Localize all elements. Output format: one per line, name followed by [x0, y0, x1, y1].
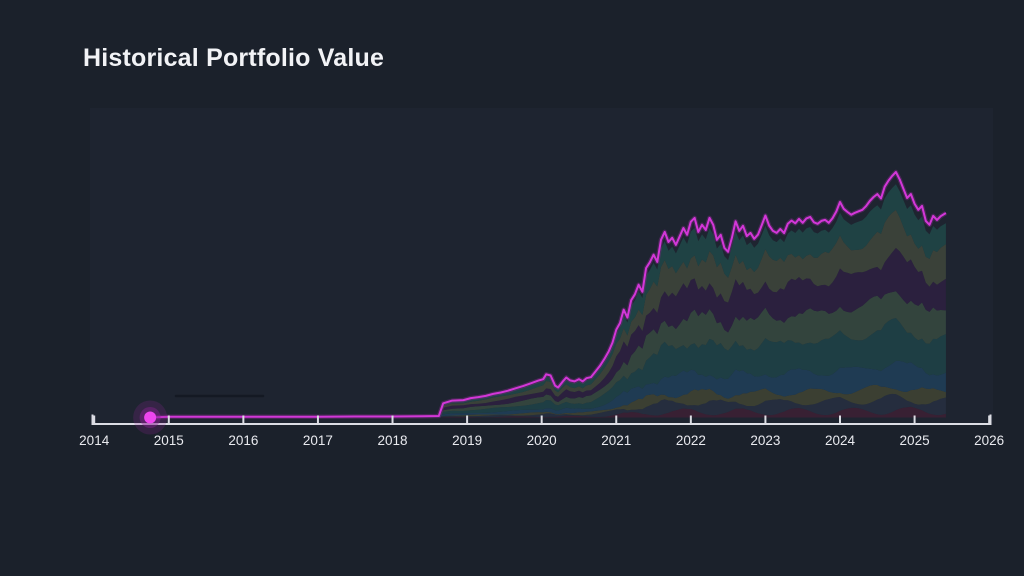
page-title: Historical Portfolio Value [83, 44, 385, 72]
stacked-area-layer-5 [150, 318, 946, 418]
stacked-area-layer-2 [150, 393, 946, 418]
stacked-area-layer-4 [150, 360, 946, 418]
total-portfolio-value-line [150, 171, 947, 419]
x-axis-label-2014: 2014 [79, 433, 110, 448]
x-axis-label-2018: 2018 [377, 433, 407, 448]
x-axis-label-2020: 2020 [527, 433, 557, 448]
x-axis-label-2024: 2024 [825, 433, 856, 448]
x-axis-label-2019: 2019 [452, 433, 482, 448]
x-axis-label-2016: 2016 [228, 433, 258, 448]
stacked-area-layer-1 [150, 406, 946, 418]
x-axis-label-2021: 2021 [601, 433, 631, 448]
x-axis-label-2022: 2022 [676, 433, 706, 448]
x-axis-label-2023: 2023 [750, 433, 780, 448]
stacked-area-layer-7 [150, 247, 946, 418]
x-axis-label-2015: 2015 [154, 433, 184, 448]
stacked-area-layer-3 [150, 384, 946, 418]
x-axis-label-2026: 2026 [974, 433, 1004, 448]
x-axis-label-2025: 2025 [900, 433, 930, 448]
timeline-start-marker[interactable] [144, 411, 157, 424]
x-axis-label-2017: 2017 [303, 433, 333, 448]
stacked-area-layer-6 [150, 291, 946, 418]
